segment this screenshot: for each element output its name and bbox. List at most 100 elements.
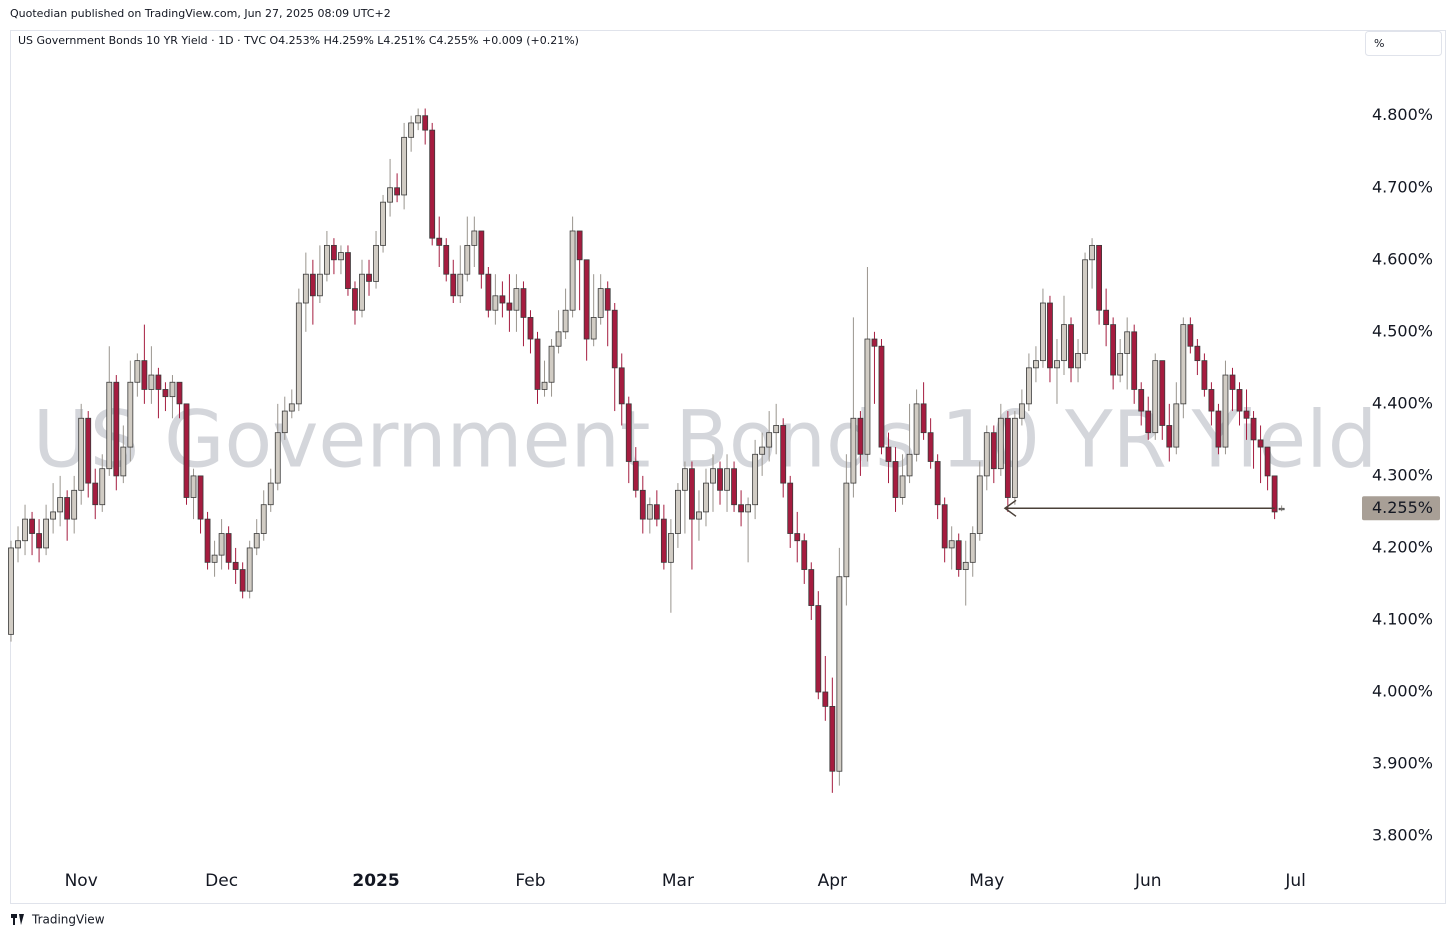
candle-body — [990, 432, 997, 470]
candle-body — [478, 230, 485, 275]
candle-body — [703, 482, 709, 513]
candle-body — [667, 533, 674, 563]
candle-body — [808, 569, 815, 606]
candle-body — [997, 417, 1004, 470]
candle-body — [520, 288, 527, 318]
candle-body — [689, 468, 695, 520]
candle-body — [878, 345, 885, 448]
candle-body — [211, 554, 218, 563]
scale-button-label[interactable]: % — [1374, 37, 1384, 50]
candle-body — [513, 288, 520, 311]
candle-body — [1004, 417, 1011, 498]
candle-body — [1047, 302, 1053, 369]
y-tick-label: 4.300% — [1372, 465, 1433, 484]
candle-body — [885, 446, 892, 462]
candle-body — [99, 468, 106, 506]
candle-body — [499, 295, 506, 304]
candle-body — [190, 475, 197, 498]
candle-body — [913, 403, 920, 455]
candle-body — [57, 497, 64, 513]
candle-body — [625, 403, 632, 462]
candle-body — [1152, 360, 1159, 434]
last-price-label: 4.255% — [1372, 498, 1433, 517]
candle-body — [281, 410, 288, 434]
candle-body — [183, 403, 190, 498]
candle-body — [738, 504, 744, 513]
candle-body — [471, 230, 478, 246]
candle-body — [618, 367, 625, 405]
candle-body — [710, 468, 716, 484]
candle-body — [759, 446, 766, 455]
candle-body — [232, 561, 239, 570]
candle-body — [583, 259, 590, 340]
candle-body — [892, 461, 899, 498]
x-tick-label: 2025 — [352, 871, 399, 891]
candle-body — [899, 475, 906, 498]
candle-body — [29, 518, 35, 534]
x-tick-label: Nov — [65, 871, 98, 891]
y-tick-label: 4.200% — [1372, 537, 1433, 556]
candle-body — [485, 273, 492, 311]
candle-body — [576, 230, 583, 261]
candle-body — [71, 489, 78, 520]
candle-body — [506, 302, 513, 311]
candle-body — [920, 403, 927, 434]
symbol-legend: US Government Bonds 10 YR Yield · 1D · T… — [18, 34, 579, 47]
candle-body — [787, 482, 794, 534]
candle-body — [366, 273, 372, 282]
candle-body — [1018, 403, 1025, 419]
brand-name: TradingView — [31, 913, 105, 927]
candle-body — [864, 338, 871, 455]
candle-body — [541, 381, 548, 390]
candle-body — [253, 533, 260, 549]
candle-body — [387, 187, 393, 203]
candle-body — [457, 273, 464, 297]
candle-body — [1110, 324, 1117, 376]
published-note: Quotedian published on TradingView.com, … — [10, 7, 391, 20]
candle-body — [604, 288, 611, 311]
candle-body — [1194, 345, 1201, 362]
candle-body — [127, 381, 134, 448]
candle-body — [1026, 367, 1032, 405]
arrow-head — [1003, 499, 1017, 517]
candle-body — [1089, 244, 1095, 261]
chart-frame — [10, 30, 1446, 904]
candle-body — [780, 425, 787, 484]
candle-body — [836, 576, 843, 772]
candle-body — [22, 518, 28, 542]
candle-body — [331, 244, 337, 261]
y-tick-label: 4.100% — [1372, 609, 1433, 628]
candle-body — [843, 482, 850, 578]
candle-body — [316, 273, 323, 297]
x-tick-label: Jul — [1284, 871, 1306, 891]
candle-body — [1208, 389, 1215, 412]
candle-body — [1082, 259, 1088, 354]
candle-body — [948, 540, 955, 549]
candle-body — [766, 432, 773, 448]
candle-body — [155, 374, 162, 390]
candle-body — [1145, 410, 1152, 434]
scale-button[interactable] — [1365, 31, 1442, 56]
x-tick-label: Dec — [205, 871, 238, 891]
candle-body — [752, 453, 759, 506]
y-tick-label: 3.900% — [1372, 754, 1433, 773]
candle-body — [1138, 389, 1145, 412]
candle-body — [492, 295, 499, 311]
candle-body — [1103, 309, 1110, 326]
candle-body — [829, 706, 836, 772]
candle-body — [660, 518, 667, 563]
candle-body — [338, 252, 344, 261]
candle-body — [443, 244, 450, 275]
candle-body — [141, 360, 148, 390]
candle-body — [906, 453, 913, 477]
candle-body — [1173, 403, 1180, 448]
candle-body — [850, 417, 857, 484]
candle-body — [302, 273, 309, 304]
candle-body — [646, 504, 653, 520]
y-tick-label: 4.600% — [1372, 249, 1433, 268]
candle-body — [590, 317, 597, 340]
candle-body — [1264, 446, 1271, 477]
candle-body — [50, 511, 57, 520]
candle-body — [345, 252, 351, 290]
